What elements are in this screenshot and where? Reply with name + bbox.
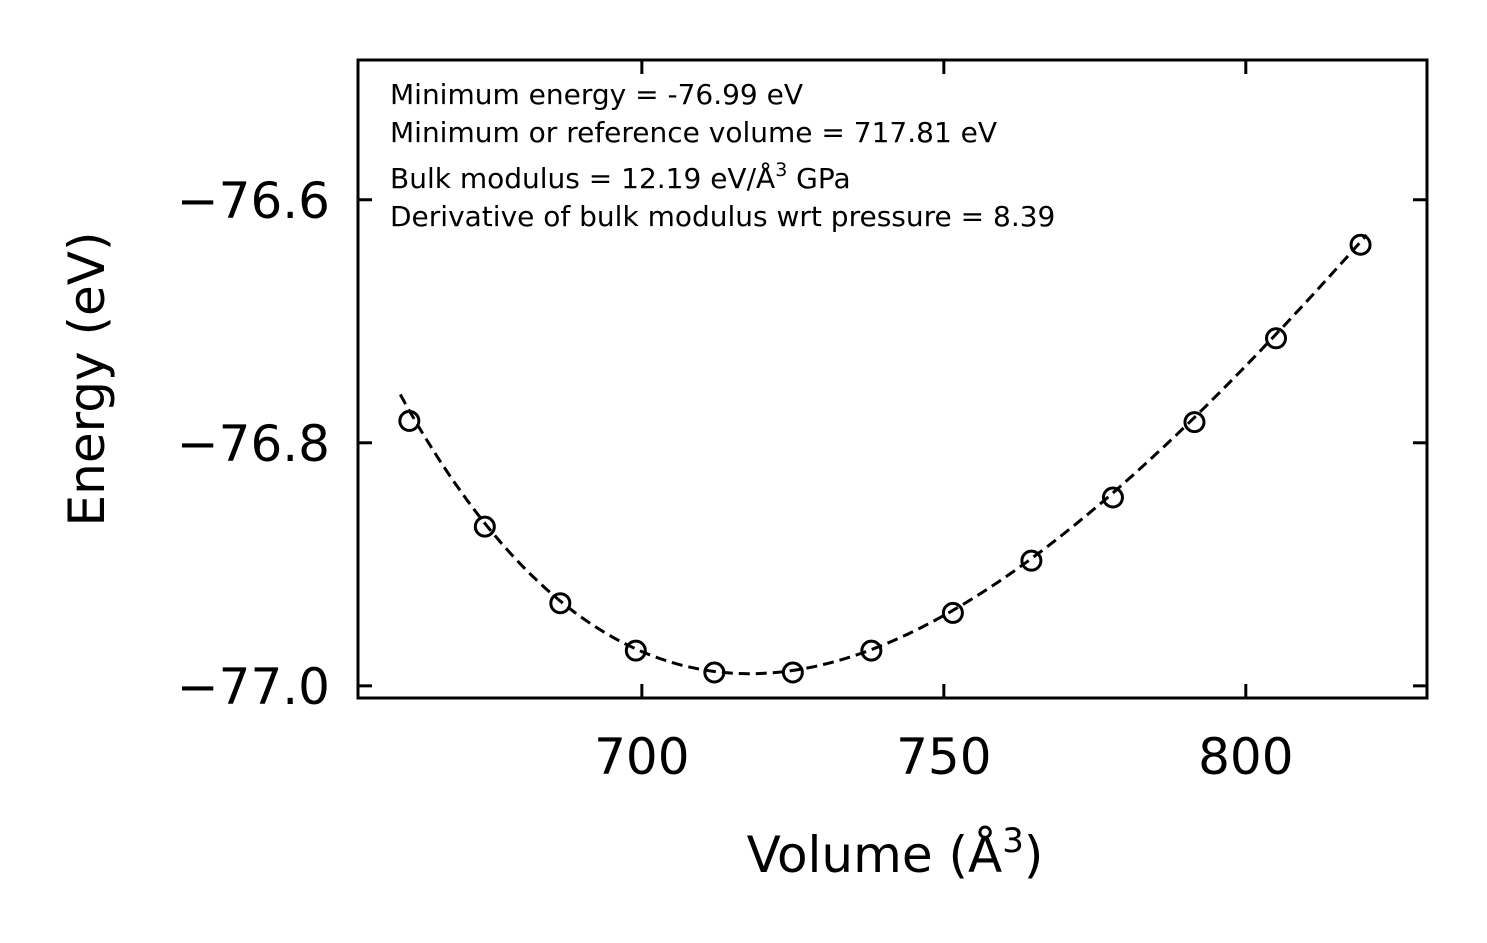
plot-area: [398, 233, 1372, 684]
data-point: [1265, 327, 1288, 350]
data-point: [781, 661, 804, 684]
x-tick-label: 750: [896, 728, 991, 786]
annotation-min-energy: Minimum energy = -76.99 eV: [390, 78, 803, 111]
data-point: [549, 592, 572, 615]
fit-curve-line: [398, 234, 1368, 676]
data-point: [624, 639, 647, 662]
y-tick-label: −77.0: [177, 658, 330, 716]
data-point: [473, 515, 496, 538]
plot-frame: [356, 58, 1429, 700]
data-point: [941, 601, 964, 624]
annotation-bulk-derivative: Derivative of bulk modulus wrt pressure …: [390, 200, 1055, 233]
data-point: [1101, 486, 1124, 509]
data-point: [1349, 233, 1372, 256]
data-point: [860, 639, 883, 662]
y-tick-label: −76.8: [177, 415, 330, 473]
data-point: [1020, 549, 1043, 572]
x-axis-title-base: Volume (Å: [747, 826, 1003, 884]
data-point: [1183, 411, 1206, 434]
annotation-ref-volume: Minimum or reference volume = 717.81 eV: [390, 116, 997, 149]
tick-labels: 700 750 800 −77.0 −76.8 −76.6: [177, 172, 1294, 786]
x-axis-title-close: ): [1024, 826, 1044, 884]
bulk-modulus-base: Bulk modulus = 12.19 eV/Å: [390, 161, 775, 195]
bulk-modulus-sup: 3: [775, 159, 787, 181]
bulk-modulus-unit: GPa: [787, 162, 850, 195]
data-point: [703, 661, 726, 684]
y-axis-title: Energy (eV): [58, 232, 116, 527]
axis-ticks: [358, 60, 1427, 698]
x-axis-title-sup: 3: [1002, 821, 1024, 861]
x-tick-label: 800: [1198, 728, 1293, 786]
x-axis-title: Volume (Å3): [747, 821, 1044, 884]
data-point: [398, 409, 421, 432]
annotation-bulk-modulus: Bulk modulus = 12.19 eV/Å3 GPa: [390, 159, 851, 195]
x-tick-label: 700: [594, 728, 689, 786]
y-tick-label: −76.6: [177, 172, 330, 230]
